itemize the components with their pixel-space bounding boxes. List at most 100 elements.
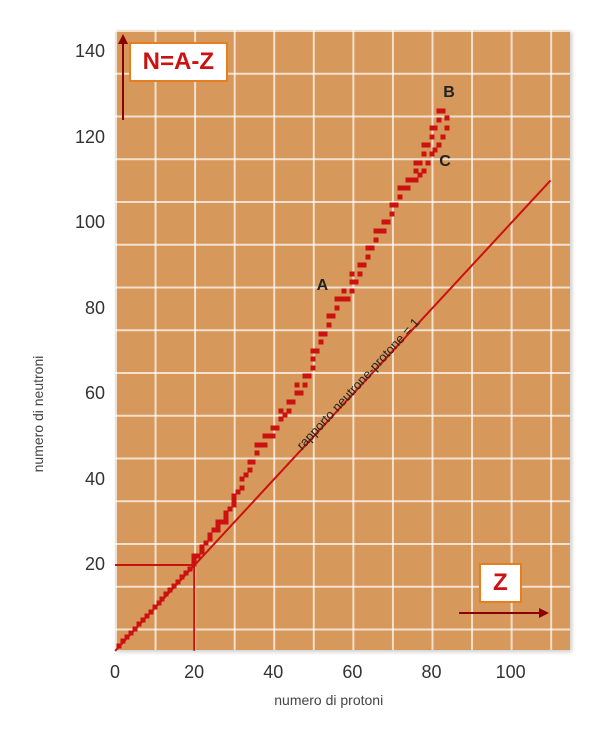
x-arrow-line xyxy=(459,612,539,614)
data-point xyxy=(184,571,189,576)
data-point xyxy=(239,485,244,490)
data-point xyxy=(207,532,212,537)
data-point xyxy=(283,412,288,417)
y-tick-label: 120 xyxy=(60,127,105,148)
data-point xyxy=(350,271,355,276)
x-variable-box: Z xyxy=(479,563,522,603)
data-point xyxy=(298,391,303,396)
data-point xyxy=(164,592,169,597)
data-point xyxy=(370,246,375,251)
data-point xyxy=(429,134,434,139)
data-point xyxy=(330,314,335,319)
y-tick-label: 100 xyxy=(60,212,105,233)
data-point xyxy=(302,382,307,387)
data-point xyxy=(386,220,391,225)
data-point xyxy=(160,596,165,601)
data-point xyxy=(120,639,125,644)
data-point xyxy=(295,382,300,387)
reference-line xyxy=(193,565,195,651)
data-point xyxy=(231,494,236,499)
data-point xyxy=(223,511,228,516)
data-point xyxy=(200,549,205,554)
x-tick-label: 40 xyxy=(253,662,293,683)
y-tick-label: 80 xyxy=(60,298,105,319)
y-arrow-line xyxy=(122,42,124,120)
data-point xyxy=(136,622,141,627)
y-tick-label: 60 xyxy=(60,383,105,404)
data-point xyxy=(346,297,351,302)
data-point xyxy=(176,579,181,584)
data-point xyxy=(207,536,212,541)
data-point xyxy=(366,254,371,259)
x-tick-label: 60 xyxy=(332,662,372,683)
data-point xyxy=(263,442,268,447)
data-point xyxy=(188,566,193,571)
data-point xyxy=(204,541,209,546)
y-tick-label: 40 xyxy=(60,469,105,490)
data-point xyxy=(192,558,197,563)
data-point xyxy=(152,605,157,610)
data-point xyxy=(227,506,232,511)
data-point xyxy=(251,459,256,464)
data-point xyxy=(200,545,205,550)
data-point xyxy=(116,643,121,648)
data-point xyxy=(223,519,228,524)
data-point xyxy=(243,472,248,477)
data-point xyxy=(231,502,236,507)
data-point xyxy=(393,203,398,208)
data-point xyxy=(421,152,426,157)
y-variable-box: N=A-Z xyxy=(129,42,228,82)
data-point xyxy=(215,528,220,533)
data-point xyxy=(354,280,359,285)
data-point xyxy=(310,365,315,370)
data-point xyxy=(405,186,410,191)
data-point xyxy=(231,498,236,503)
data-point xyxy=(417,160,422,165)
x-tick-label: 80 xyxy=(412,662,452,683)
annotation-label: A xyxy=(317,277,329,295)
data-point xyxy=(425,160,430,165)
data-point xyxy=(275,425,280,430)
data-point xyxy=(389,211,394,216)
x-tick-label: 0 xyxy=(95,662,135,683)
plot-area xyxy=(115,30,570,650)
data-point xyxy=(180,575,185,580)
data-point xyxy=(128,630,133,635)
data-point xyxy=(172,583,177,588)
annotation-label: C xyxy=(439,153,451,171)
data-point xyxy=(148,609,153,614)
data-point xyxy=(322,331,327,336)
y-arrow-head-icon xyxy=(118,34,128,44)
data-point xyxy=(437,117,442,122)
data-point xyxy=(132,626,137,631)
data-point xyxy=(425,143,430,148)
data-point xyxy=(441,109,446,114)
data-point xyxy=(196,553,201,558)
data-point xyxy=(350,288,355,293)
x-tick-label: 20 xyxy=(174,662,214,683)
x-axis-label: numero di protoni xyxy=(274,692,383,708)
data-point xyxy=(287,408,292,413)
data-point xyxy=(192,562,197,567)
y-axis-label: numero di neutroni xyxy=(30,356,46,473)
data-point xyxy=(310,357,315,362)
data-point xyxy=(291,400,296,405)
data-point xyxy=(358,271,363,276)
data-point xyxy=(374,237,379,242)
data-point xyxy=(334,305,339,310)
data-point xyxy=(413,177,418,182)
data-point xyxy=(271,434,276,439)
data-point xyxy=(382,228,387,233)
data-point xyxy=(215,524,220,529)
data-point xyxy=(223,515,228,520)
data-point xyxy=(239,476,244,481)
data-point xyxy=(144,613,149,618)
nuclide-chart: 20406080100120140020406080100numero di n… xyxy=(0,0,605,746)
data-point xyxy=(247,468,252,473)
data-point xyxy=(168,588,173,593)
y-tick-label: 140 xyxy=(60,41,105,62)
data-point xyxy=(445,126,450,131)
annotation-label: B xyxy=(443,84,455,102)
data-point xyxy=(429,152,434,157)
data-point xyxy=(255,451,260,456)
